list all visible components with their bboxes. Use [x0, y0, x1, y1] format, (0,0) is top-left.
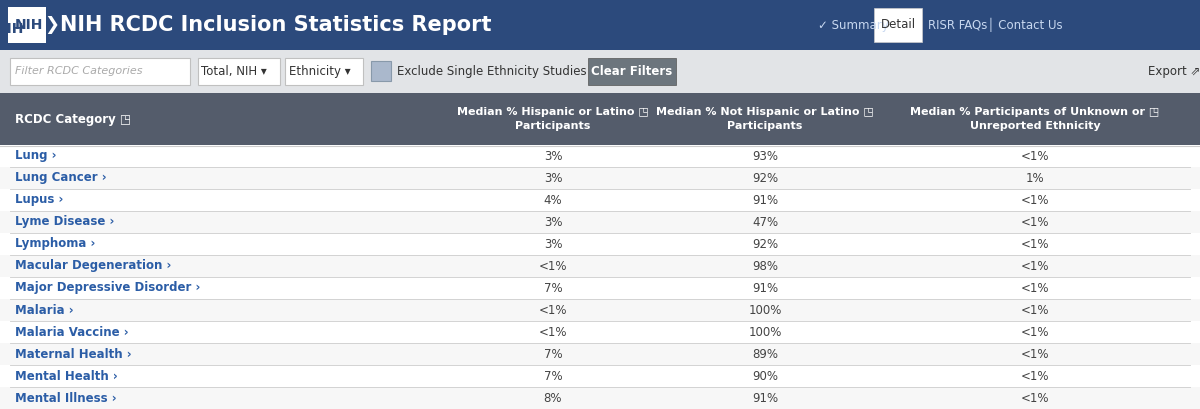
Text: <1%: <1% — [1021, 216, 1049, 229]
Bar — [0, 321, 1200, 343]
Text: <1%: <1% — [1021, 303, 1049, 317]
Text: 100%: 100% — [749, 326, 781, 339]
Text: NIH: NIH — [14, 18, 43, 32]
Bar — [0, 343, 1200, 365]
Text: 89%: 89% — [752, 348, 778, 360]
Text: 92%: 92% — [752, 171, 778, 184]
Text: Median % Hispanic or Latino ◳
Participants: Median % Hispanic or Latino ◳ Participan… — [457, 108, 649, 130]
Text: Major Depressive Disorder ›: Major Depressive Disorder › — [14, 281, 200, 294]
Text: 90%: 90% — [752, 369, 778, 382]
Text: <1%: <1% — [1021, 369, 1049, 382]
Text: 3%: 3% — [544, 171, 563, 184]
Bar — [286, 58, 364, 85]
Text: Lung Cancer ›: Lung Cancer › — [14, 171, 107, 184]
Text: ✓ Summary: ✓ Summary — [818, 18, 889, 31]
Text: Macular Degeneration ›: Macular Degeneration › — [14, 259, 172, 272]
Bar — [874, 8, 922, 42]
Text: 8%: 8% — [544, 391, 563, 405]
Text: 7%: 7% — [544, 281, 563, 294]
Text: <1%: <1% — [1021, 281, 1049, 294]
Text: 4%: 4% — [544, 193, 563, 207]
Text: 91%: 91% — [752, 391, 778, 405]
Text: 7%: 7% — [544, 348, 563, 360]
Text: 91%: 91% — [752, 193, 778, 207]
Bar — [371, 61, 391, 81]
Text: 100%: 100% — [749, 303, 781, 317]
Text: <1%: <1% — [1021, 326, 1049, 339]
Text: Lupus ›: Lupus › — [14, 193, 64, 207]
Text: Clear Filters: Clear Filters — [592, 65, 673, 78]
Bar — [0, 189, 1200, 211]
Text: RCDC Category ◳: RCDC Category ◳ — [14, 112, 131, 126]
Text: Total, NIH ▾: Total, NIH ▾ — [202, 65, 266, 78]
Bar — [0, 387, 1200, 409]
Text: 47%: 47% — [752, 216, 778, 229]
Text: NIH: NIH — [0, 22, 24, 36]
Text: <1%: <1% — [1021, 193, 1049, 207]
Bar — [588, 58, 676, 85]
Text: <1%: <1% — [1021, 348, 1049, 360]
Bar — [0, 211, 1200, 233]
Text: <1%: <1% — [539, 303, 568, 317]
Text: 3%: 3% — [544, 150, 563, 162]
Bar — [0, 93, 1200, 145]
Text: <1%: <1% — [539, 259, 568, 272]
Text: Filter RCDC Categories: Filter RCDC Categories — [14, 67, 143, 76]
Text: 3%: 3% — [544, 216, 563, 229]
Text: Export ⇗: Export ⇗ — [1148, 65, 1200, 78]
Bar — [0, 277, 1200, 299]
Text: Median % Not Hispanic or Latino ◳
Participants: Median % Not Hispanic or Latino ◳ Partic… — [656, 108, 874, 130]
Text: Malaria ›: Malaria › — [14, 303, 73, 317]
Bar — [0, 50, 1200, 93]
Text: 1%: 1% — [1026, 171, 1044, 184]
Bar — [0, 299, 1200, 321]
Text: 91%: 91% — [752, 281, 778, 294]
Bar — [0, 255, 1200, 277]
Bar — [198, 58, 280, 85]
Text: Mental Illness ›: Mental Illness › — [14, 391, 116, 405]
Bar — [0, 167, 1200, 189]
Text: Median % Participants of Unknown or ◳
Unreported Ethnicity: Median % Participants of Unknown or ◳ Un… — [911, 108, 1159, 130]
Text: Malaria Vaccine ›: Malaria Vaccine › — [14, 326, 128, 339]
Text: 93%: 93% — [752, 150, 778, 162]
Text: Lyme Disease ›: Lyme Disease › — [14, 216, 114, 229]
Text: <1%: <1% — [1021, 391, 1049, 405]
Text: Exclude Single Ethnicity Studies: Exclude Single Ethnicity Studies — [397, 65, 587, 78]
Text: <1%: <1% — [1021, 238, 1049, 250]
Text: 98%: 98% — [752, 259, 778, 272]
Text: <1%: <1% — [539, 326, 568, 339]
Text: RISR FAQs│ Contact Us: RISR FAQs│ Contact Us — [928, 18, 1063, 32]
Text: <1%: <1% — [1021, 259, 1049, 272]
Text: 3%: 3% — [544, 238, 563, 250]
Text: Detail: Detail — [881, 18, 916, 31]
Text: Lung ›: Lung › — [14, 150, 56, 162]
Text: ❯: ❯ — [44, 16, 59, 34]
Text: <1%: <1% — [1021, 150, 1049, 162]
Text: 7%: 7% — [544, 369, 563, 382]
Bar — [0, 0, 1200, 50]
Bar — [8, 7, 46, 43]
Text: 92%: 92% — [752, 238, 778, 250]
Text: Ethnicity ▾: Ethnicity ▾ — [289, 65, 350, 78]
Bar — [0, 365, 1200, 387]
Text: Mental Health ›: Mental Health › — [14, 369, 118, 382]
Bar — [0, 233, 1200, 255]
Text: NIH RCDC Inclusion Statistics Report: NIH RCDC Inclusion Statistics Report — [60, 15, 492, 35]
Bar — [10, 58, 190, 85]
Text: Lymphoma ›: Lymphoma › — [14, 238, 95, 250]
Text: Maternal Health ›: Maternal Health › — [14, 348, 132, 360]
Bar — [0, 145, 1200, 167]
